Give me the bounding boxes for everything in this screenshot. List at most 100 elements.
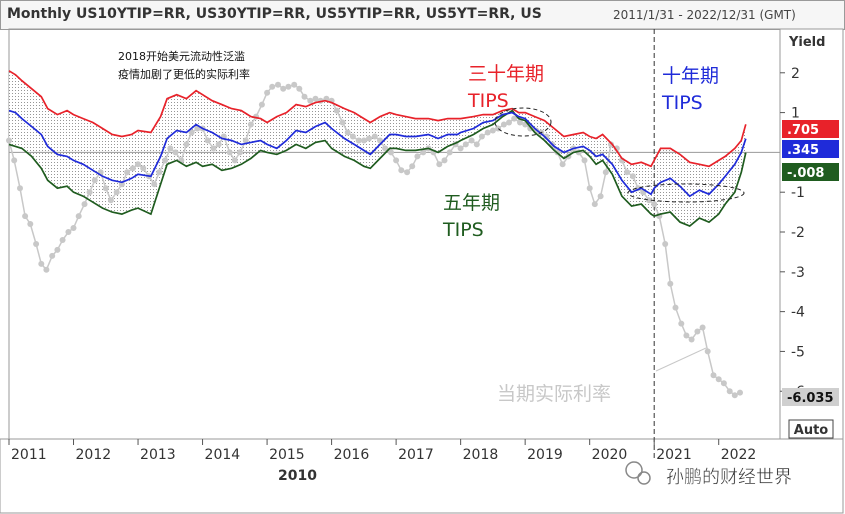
real-rate-point <box>388 149 394 156</box>
real-rate-point <box>312 95 319 102</box>
real-rate-point <box>38 260 45 267</box>
series-line-us30ytip-rr <box>8 70 747 168</box>
real-rate-point <box>420 149 427 156</box>
real-rate-point <box>81 201 88 208</box>
real-rate-point <box>285 83 292 90</box>
real-rate-point <box>414 153 421 160</box>
y-tick-label: 1 <box>791 106 800 122</box>
real-rate-point <box>6 137 12 144</box>
last-value-tags: .705 .345 -.008 -6.035 <box>782 120 839 406</box>
y-axis-panel <box>779 28 844 440</box>
real-rate-point <box>59 237 66 243</box>
real-rate-point <box>75 213 82 220</box>
label-10y-cn: 十年期 <box>662 65 719 87</box>
real-rate-point <box>167 145 174 152</box>
value-tag-label: -.008 <box>787 166 824 181</box>
real-rate-point <box>113 189 120 196</box>
x-tick-label: 2011 <box>11 447 47 463</box>
real-rate-point <box>269 83 276 90</box>
x-tick-label: 2022 <box>721 447 757 463</box>
real-rate-point <box>301 93 308 100</box>
y-tick-label: -5 <box>791 344 805 360</box>
real-rate-point <box>672 304 679 311</box>
real-rate-point <box>86 189 93 196</box>
real-rate-point <box>355 137 362 144</box>
real-rate-point <box>586 185 593 192</box>
real-rate-point <box>344 129 351 136</box>
real-rate-point <box>517 119 523 126</box>
real-rate-point <box>484 129 491 136</box>
real-rate-point <box>511 115 518 122</box>
value-tag-box <box>782 120 839 138</box>
chart-title: Monthly US10YTIP=RR, US30YTIP=RR, US5YTI… <box>7 6 542 22</box>
y-tick-label: -2 <box>791 225 805 241</box>
real-rate-point <box>581 157 588 164</box>
real-rate-point <box>651 201 658 208</box>
real-rate-point <box>360 137 367 144</box>
real-rate-point <box>462 141 469 148</box>
real-rate-point <box>204 137 211 144</box>
real-rate-point <box>65 229 72 235</box>
x-axis-panel <box>0 438 844 514</box>
label-5y-en: TIPS <box>442 219 484 241</box>
real-rate-point <box>662 241 669 247</box>
real-rate-point <box>624 169 631 176</box>
real-rate-point <box>27 221 34 227</box>
title-bar: Monthly US10YTIP=RR, US30YTIP=RR, US5YTI… <box>0 0 845 30</box>
auto-scale-button[interactable] <box>788 419 834 439</box>
real-rate-point <box>151 181 158 188</box>
x-axis-ticks: 2011 2012 2013 2014 2015 2016 2017 2018 2019 2020… <box>8 439 757 463</box>
wechat-icon <box>625 461 643 479</box>
real-rate-point <box>506 119 512 126</box>
label-real-rate: 当期实际利率 <box>497 383 611 405</box>
y-tick-label: -3 <box>791 265 805 281</box>
highlight-ellipse-2018 <box>494 107 552 137</box>
real-rate-point <box>124 169 131 176</box>
real-rate-point <box>102 185 109 192</box>
real-rate-point <box>737 389 743 396</box>
x-tick-label: 2015 <box>269 447 305 463</box>
note-line-1: 2018开始美元流动性泛滥 <box>118 49 245 63</box>
highlight-ellipse-2021 <box>627 183 745 203</box>
real-rate-point <box>231 157 238 164</box>
real-rate-point <box>694 328 701 335</box>
x-tick-label: 2016 <box>334 447 370 463</box>
real-rate-point <box>333 107 340 114</box>
real-rate-point <box>559 161 566 168</box>
real-rate-point <box>436 161 443 168</box>
real-rate-point <box>17 185 23 192</box>
real-rate-point <box>349 133 356 140</box>
real-rate-point <box>215 141 222 148</box>
watermark-text: 孙鹏的财经世界 <box>666 467 792 488</box>
x-tick-label: 2021 <box>656 447 692 463</box>
real-rate-point <box>731 392 738 399</box>
spread-shade-area <box>9 70 746 226</box>
real-rate-point <box>468 137 475 144</box>
real-rate-point <box>382 145 389 152</box>
real-rate-point <box>720 380 727 387</box>
real-rate-point <box>591 201 598 208</box>
real-rate-point <box>500 121 507 128</box>
real-rate-point <box>393 157 400 164</box>
label-30y-cn: 三十年期 <box>468 63 544 85</box>
real-rate-point <box>91 177 98 184</box>
y-axis-title: Yield <box>788 35 825 50</box>
real-rate-point <box>339 119 346 126</box>
real-rate-point <box>489 127 496 134</box>
real-rate-point <box>135 161 141 168</box>
y-tick-label: -1 <box>791 185 805 201</box>
real-rate-point <box>11 157 18 164</box>
real-rate-point <box>404 169 411 176</box>
real-rate-point <box>646 197 652 204</box>
real-rate-point <box>275 81 281 88</box>
plot-area <box>8 28 781 440</box>
real-rate-point <box>43 266 50 273</box>
real-rate-point <box>366 135 372 142</box>
date-range: 2011/1/31 - 2022/12/31 (GMT) <box>613 8 796 22</box>
real-rate-point <box>183 141 190 148</box>
x-tick-label: 2012 <box>76 447 112 463</box>
real-rate-point <box>129 165 136 172</box>
real-rate-point <box>726 388 733 395</box>
